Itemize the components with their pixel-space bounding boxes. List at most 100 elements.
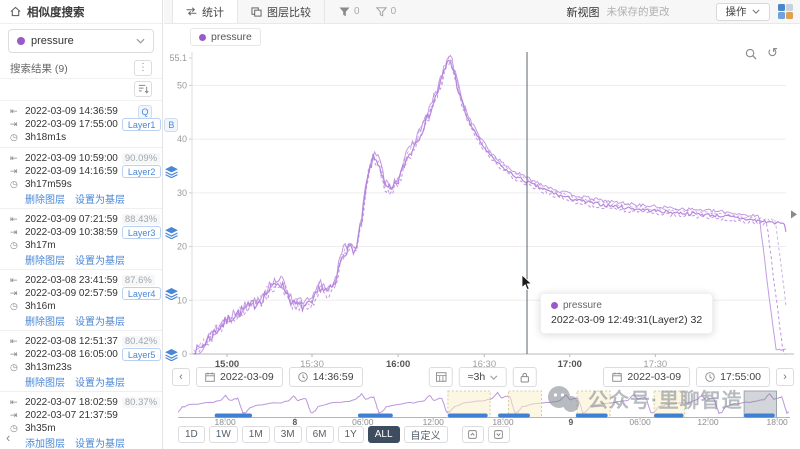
start-time-picker[interactable]: 14:36:59: [288, 367, 363, 387]
funnel-filled-icon: [339, 7, 350, 16]
range-next-button[interactable]: ›: [776, 368, 794, 386]
duration-icon: ◷: [10, 132, 18, 143]
metric-selector[interactable]: pressure: [8, 29, 154, 53]
result-duration: 3h17m59s: [25, 179, 72, 190]
layer-compare-icon: [251, 6, 262, 17]
sidebar-collapse-button[interactable]: ‹: [6, 430, 11, 445]
search-result-item-1[interactable]: ⇤ 2022-03-09 14:36:59 Q ⇥ 2022-03-09 17:55:0…: [0, 101, 179, 148]
top-toolbar: 统计 图层比较 0 0 新视图 未保存的更改 操作: [164, 0, 800, 24]
svg-text:30: 30: [177, 188, 187, 198]
svg-text:17:30: 17:30: [643, 359, 667, 368]
funnel-outline-icon: [375, 6, 387, 17]
end-time-picker[interactable]: 17:55:00: [696, 367, 770, 387]
clock-icon: [705, 372, 715, 382]
filter-button-2[interactable]: 0: [375, 6, 396, 17]
result-action-link[interactable]: 设置为基层: [75, 377, 125, 389]
preset-3M[interactable]: 3M: [273, 426, 302, 443]
layers-icon[interactable]: [165, 165, 179, 178]
minimap-segment-bar: [447, 413, 488, 418]
svg-text:15:00: 15:00: [215, 359, 239, 368]
result-action-link[interactable]: 设置为基层: [75, 255, 125, 267]
search-results-list: ⇤ 2022-03-09 14:36:59 Q ⇥ 2022-03-09 17:55:0…: [0, 101, 179, 449]
apps-grid-icon[interactable]: [777, 3, 793, 20]
legend-chip-pressure[interactable]: pressure: [190, 28, 261, 46]
zoom-icon[interactable]: [745, 48, 757, 60]
reset-zoom-icon[interactable]: ↺: [767, 46, 778, 61]
search-result-item-4[interactable]: ⇤ 2022-03-08 23:41:59 87.6% ⇥ 2022-03-09 02:…: [0, 270, 179, 331]
result-action-link[interactable]: 删除图层: [25, 255, 65, 267]
result-action-link[interactable]: 删除图层: [25, 194, 65, 206]
collapse-panel-down-button[interactable]: [487, 426, 510, 443]
collapse-panel-up-button[interactable]: [461, 426, 484, 443]
preset-ALL[interactable]: ALL: [367, 426, 400, 443]
svg-text:18:00: 18:00: [767, 417, 789, 426]
minimap-match-region[interactable]: [447, 390, 491, 418]
expand-right-icon[interactable]: [791, 210, 797, 219]
preset-1W[interactable]: 1W: [208, 426, 238, 443]
preset-1Y[interactable]: 1Y: [337, 426, 364, 443]
layer-chip[interactable]: Layer2: [121, 165, 162, 178]
end-date-picker[interactable]: 2022-03-09: [603, 367, 691, 387]
result-duration: 3h16m: [25, 301, 56, 312]
result-action-link[interactable]: 设置为基层: [75, 194, 125, 206]
svg-text:06:00: 06:00: [352, 417, 374, 426]
layers-icon[interactable]: [165, 287, 179, 300]
search-result-item-5[interactable]: ⇤ 2022-03-08 12:51:37 80.42% ⇥ 2022-03-08 16…: [0, 331, 179, 392]
search-result-item-2[interactable]: ⇤ 2022-03-09 10:59:00 90.09% ⇥ 2022-03-09 14…: [0, 148, 179, 209]
home-icon[interactable]: [10, 6, 21, 17]
results-menu-button[interactable]: ⋮: [134, 60, 152, 76]
tab-statistics[interactable]: 统计: [172, 0, 238, 23]
preset-自定义[interactable]: 自定义: [403, 426, 448, 443]
calendar-icon: [205, 372, 215, 382]
search-result-item-3[interactable]: ⇤ 2022-03-09 07:21:59 88.43% ⇥ 2022-03-09 10…: [0, 209, 179, 270]
end-time-icon: ⇥: [10, 288, 18, 299]
result-start-time: 2022-03-07 18:02:59: [25, 397, 118, 408]
tab-layer-compare[interactable]: 图层比较: [238, 0, 325, 23]
similarity-badge: 90.09%: [121, 153, 161, 164]
filter-button-1[interactable]: 0: [339, 6, 360, 17]
result-action-link[interactable]: 设置为基层: [75, 438, 125, 449]
actions-button[interactable]: 操作: [715, 2, 770, 21]
layer-chip[interactable]: Layer5: [121, 348, 162, 361]
start-time-icon: ⇤: [10, 153, 18, 164]
lock-range-button[interactable]: [513, 367, 538, 387]
svg-text:9: 9: [569, 417, 574, 426]
result-duration: 3h13m23s: [25, 362, 72, 373]
result-action-link[interactable]: 删除图层: [25, 316, 65, 328]
layer-chip[interactable]: Layer1: [121, 118, 162, 131]
result-action-link[interactable]: 添加图层: [25, 438, 65, 449]
result-action-link[interactable]: 删除图层: [25, 377, 65, 389]
start-time-icon: ⇤: [10, 336, 18, 347]
layer-chip[interactable]: Layer4: [121, 287, 162, 300]
legend-color-dot: [199, 33, 206, 41]
range-prev-button[interactable]: ‹: [172, 368, 190, 386]
result-end-time: 2022-03-07 21:37:59: [25, 410, 118, 421]
svg-text:50: 50: [177, 80, 187, 90]
window-size-select[interactable]: ≈3h: [458, 367, 508, 387]
main-panel: 统计 图层比较 0 0 新视图 未保存的更改 操作: [164, 0, 800, 449]
preset-1M[interactable]: 1M: [241, 426, 270, 443]
minimap-match-region[interactable]: [576, 390, 611, 418]
svg-text:12:00: 12:00: [697, 417, 719, 426]
timeline-minimap[interactable]: 18:00 8 06:00 12:00 18:00 9 06:00 12:00 18:00: [178, 390, 790, 426]
layers-icon[interactable]: [165, 226, 179, 239]
result-action-link[interactable]: 设置为基层: [75, 316, 125, 328]
layers-icon[interactable]: [165, 348, 179, 361]
sort-button[interactable]: [134, 81, 152, 97]
minimap-current-window[interactable]: [743, 390, 777, 418]
similarity-badge: 80.37%: [121, 397, 161, 408]
window-mode-button[interactable]: [428, 367, 453, 387]
start-date-picker[interactable]: 2022-03-09: [196, 367, 283, 387]
svg-text:16:00: 16:00: [386, 359, 410, 368]
duration-icon: ◷: [10, 362, 18, 373]
minimap-segment-bar: [744, 413, 775, 418]
search-result-item-6[interactable]: ⇤ 2022-03-07 18:02:59 80.37% ⇥ 2022-03-07 21…: [0, 392, 162, 449]
layer-chip[interactable]: Layer3: [121, 226, 162, 239]
end-time-icon: ⇥: [10, 349, 18, 360]
preset-6M[interactable]: 6M: [305, 426, 334, 443]
preset-1D[interactable]: 1D: [178, 426, 205, 443]
svg-text:18:00: 18:00: [214, 417, 236, 426]
pressure-chart[interactable]: 0 10 20 30 40 50 55.1 15:00 15:30 16:00 16:30 17:00…: [168, 46, 800, 368]
tooltip-series-name: pressure: [563, 300, 602, 311]
chevron-down-icon: [751, 9, 760, 14]
